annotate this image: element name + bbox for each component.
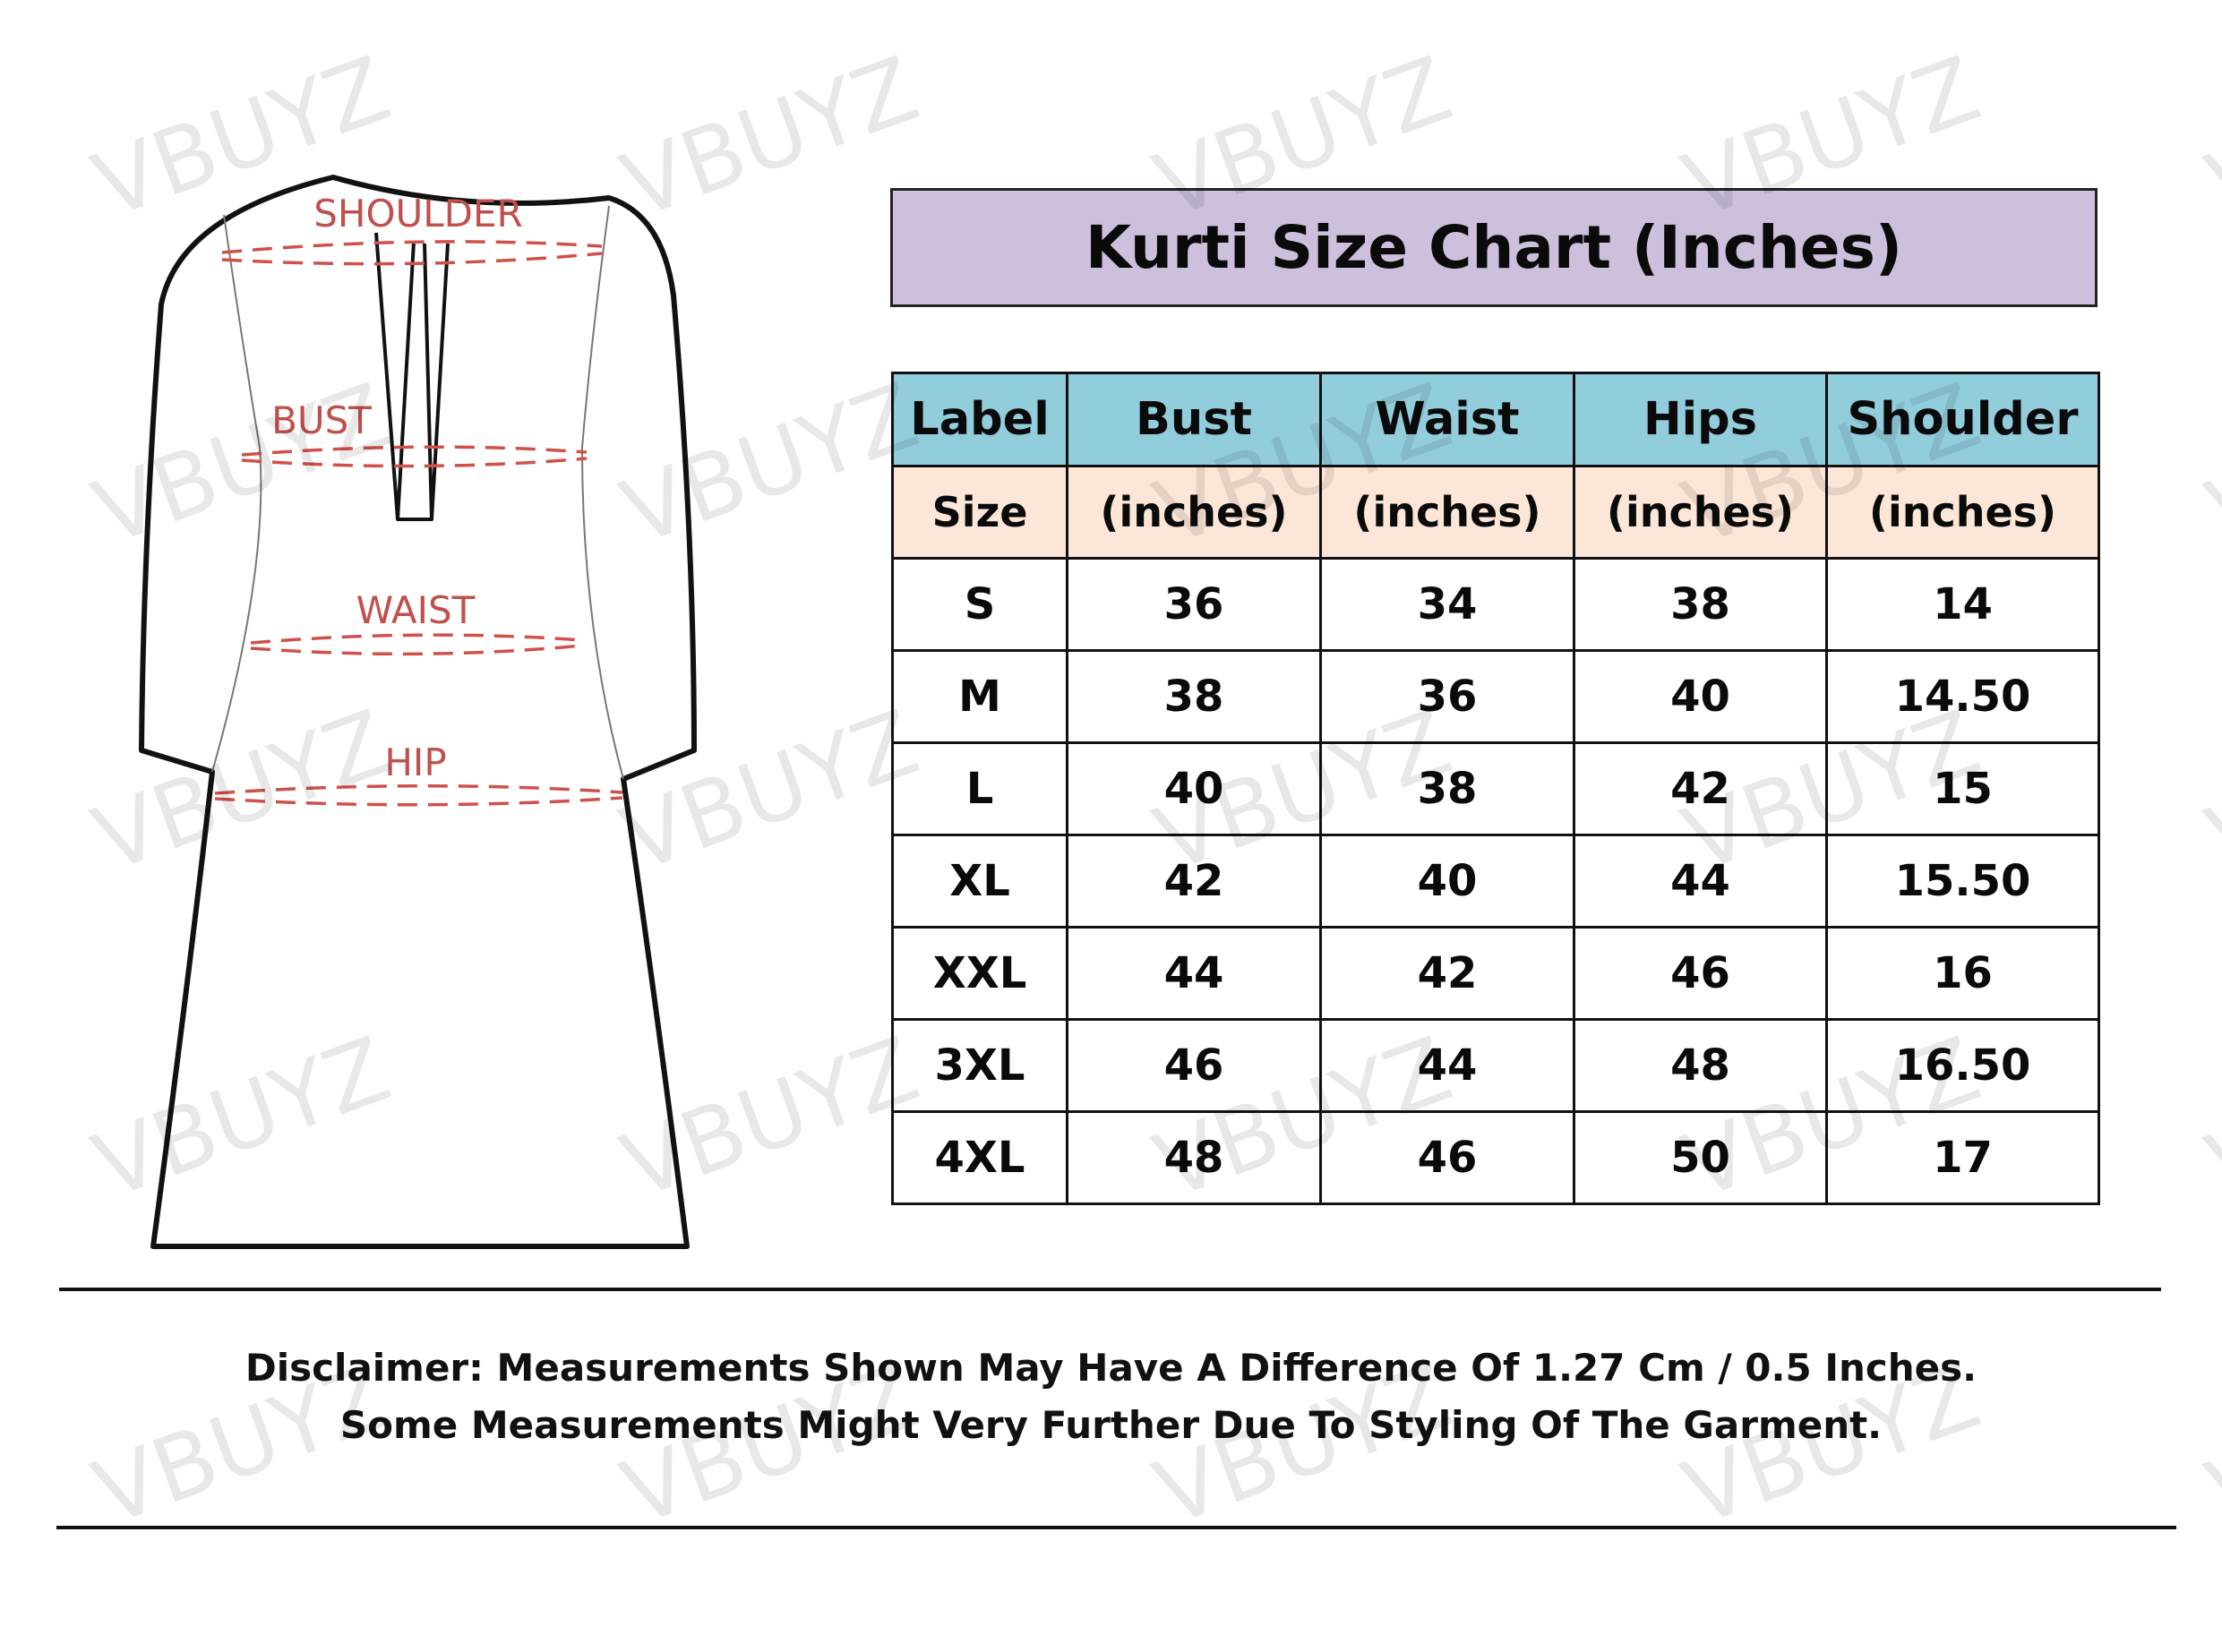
measurement-cell: 14	[1825, 557, 2100, 652]
measurement-cell: 36	[1066, 557, 1322, 652]
shoulder-measure-line	[221, 240, 603, 266]
disclaimer-line-1: Disclaimer: Measurements Shown May Have …	[245, 1346, 1977, 1390]
hip-label: HIP	[384, 740, 446, 784]
table-row: 4XL 48 46 50 17	[891, 1110, 2100, 1205]
size-label-cell: 3XL	[891, 1018, 1068, 1113]
table-header-row: Label Bust Waist Hips Shoulder	[891, 372, 2100, 467]
size-label-cell: L	[891, 741, 1068, 836]
shoulder-label: SHOULDER	[313, 192, 523, 235]
measurement-cell: 36	[1319, 649, 1575, 744]
measurement-cell: 48	[1573, 1018, 1828, 1113]
measurement-cell: 17	[1825, 1110, 2100, 1205]
measurement-cell: 38	[1319, 741, 1575, 836]
kurti-outline	[139, 175, 697, 1249]
measurement-cell: 50	[1573, 1110, 1828, 1205]
header-cell: Waist	[1319, 372, 1575, 467]
measurement-cell: 40	[1066, 741, 1322, 836]
header-cell: Hips	[1573, 372, 1828, 467]
neck-placket	[374, 232, 450, 521]
waist-measure-line	[250, 633, 583, 656]
subheader-cell: (inches)	[1319, 465, 1575, 560]
measurement-cell: 34	[1319, 557, 1575, 652]
measurement-cell: 38	[1066, 649, 1322, 744]
measurement-cell: 38	[1573, 557, 1828, 652]
table-row: 3XL 46 44 48 16.50	[891, 1018, 2100, 1113]
hip-measure-line	[214, 784, 623, 807]
measurement-cell: 48	[1066, 1110, 1322, 1205]
measurement-cell: 44	[1066, 926, 1322, 1021]
measurement-cell: 14.50	[1825, 649, 2100, 744]
disclaimer-line-2: Some Measurements Might Very Further Due…	[339, 1403, 1883, 1447]
bust-label: BUST	[271, 398, 372, 442]
table-row: S 36 34 38 14	[891, 557, 2100, 652]
measurement-cell: 40	[1319, 834, 1575, 929]
size-label-cell: XL	[891, 834, 1068, 929]
measurement-cell: 42	[1573, 741, 1828, 836]
subheader-cell: (inches)	[1066, 465, 1322, 560]
measurement-cell: 16	[1825, 926, 2100, 1021]
size-label-cell: 4XL	[891, 1110, 1068, 1205]
measurement-cell: 42	[1066, 834, 1322, 929]
measurement-cell: 44	[1573, 834, 1828, 929]
measurement-cell: 15	[1825, 741, 2100, 836]
header-cell: Bust	[1066, 372, 1322, 467]
divider-top	[59, 1288, 2161, 1291]
measurement-cell: 46	[1573, 926, 1828, 1021]
title-banner: Kurti Size Chart (Inches)	[890, 188, 2098, 307]
measurement-cell: 46	[1319, 1110, 1575, 1205]
size-label-cell: S	[891, 557, 1068, 652]
measurement-cell: 42	[1319, 926, 1575, 1021]
header-cell: Label	[891, 372, 1068, 467]
header-cell: Shoulder	[1825, 372, 2100, 467]
table-row: XL 42 40 44 15.50	[891, 834, 2100, 929]
table-subheader-row: Size (inches) (inches) (inches) (inches)	[891, 465, 2100, 560]
measurement-cell: 16.50	[1825, 1018, 2100, 1113]
table-row: XXL 44 42 46 16	[891, 926, 2100, 1021]
subheader-cell: Size	[891, 465, 1068, 560]
subheader-cell: (inches)	[1825, 465, 2100, 560]
size-label-cell: XXL	[891, 926, 1068, 1021]
measurement-cell: 40	[1573, 649, 1828, 744]
size-label-cell: M	[891, 649, 1068, 744]
waist-label: WAIST	[356, 588, 476, 632]
subheader-cell: (inches)	[1573, 465, 1828, 560]
table-row: M 38 36 40 14.50	[891, 649, 2100, 744]
bust-measure-line	[241, 445, 588, 468]
page-title: Kurti Size Chart (Inches)	[1085, 213, 1903, 282]
size-table: Label Bust Waist Hips Shoulder Size (inc…	[891, 372, 2100, 1205]
divider-bottom	[56, 1526, 2176, 1529]
table-row: L 40 38 42 15	[891, 741, 2100, 836]
measurement-cell: 44	[1319, 1018, 1575, 1113]
measurement-cell: 15.50	[1825, 834, 2100, 929]
measurement-cell: 46	[1066, 1018, 1322, 1113]
